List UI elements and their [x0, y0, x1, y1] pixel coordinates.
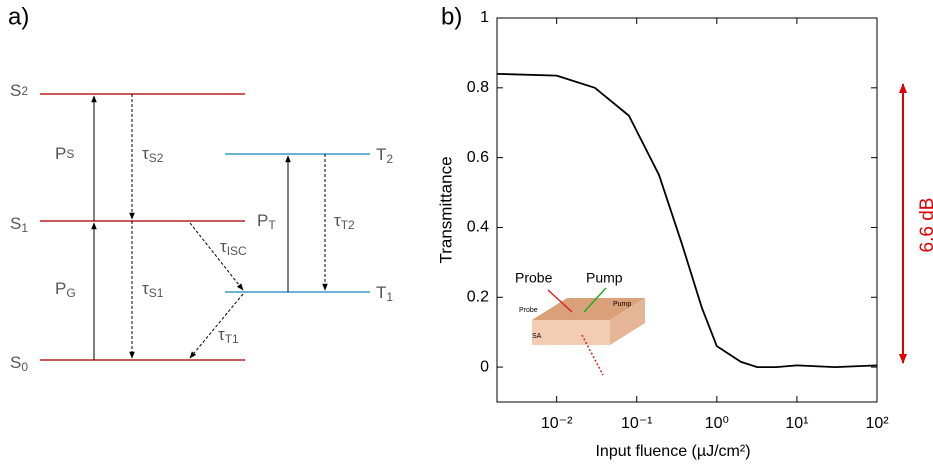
symbol: P: [55, 279, 66, 298]
sub: S: [66, 147, 74, 161]
level-label: S1: [10, 214, 28, 235]
sub: 2: [21, 84, 28, 98]
sub: 2: [386, 152, 393, 166]
inset-label: Pump: [586, 270, 623, 286]
inset-label: Probe: [519, 307, 538, 314]
sub: T2: [341, 218, 355, 232]
arrow: [189, 222, 244, 291]
symbol: τ: [142, 144, 149, 163]
inset-label: Probe: [515, 270, 553, 286]
transition-label: τS1: [142, 279, 164, 300]
plot-frame: [496, 17, 878, 403]
transition-label: τS2: [142, 144, 164, 165]
inset: Probe Pump Probe Pump SA: [515, 270, 645, 376]
sub: T: [268, 218, 276, 232]
panel-label: a): [8, 3, 29, 30]
symbol: T: [376, 145, 386, 164]
sub: S2: [149, 151, 164, 165]
sub: S1: [149, 286, 164, 300]
transition-label: τT2: [334, 211, 355, 232]
transition-label: PS: [55, 144, 74, 163]
sub: G: [66, 286, 75, 300]
plot: Probe Pump Probe Pump SA Input fluence (…: [436, 9, 933, 460]
pump-beam: [583, 287, 607, 313]
y-tick-label: 0.2: [467, 288, 489, 305]
x-tick-label: 10⁻²: [541, 415, 573, 432]
probe-beam: [547, 289, 573, 313]
transition-label: τISC: [220, 237, 247, 258]
energy-diagram: S2 S1 S0 T2 T1 PS PG τS2 τS1 τISC τT1 PT…: [10, 81, 393, 374]
transition-label: PG: [55, 279, 76, 300]
level-label: S0: [10, 353, 28, 374]
probe-beam: [581, 334, 604, 376]
sub: 1: [21, 221, 28, 235]
symbol: T: [376, 283, 386, 302]
x-tick-label: 10⁻¹: [621, 415, 653, 432]
sub: 0: [21, 360, 28, 374]
y-tick-label: 0: [480, 358, 489, 375]
x-tick-label: 10¹: [785, 415, 808, 432]
x-tick-label: 10⁰: [705, 415, 729, 432]
sub: ISC: [227, 244, 247, 258]
symbol: P: [55, 144, 66, 163]
symbol: τ: [142, 279, 149, 298]
data-line: [496, 72, 878, 368]
symbol: S: [10, 81, 21, 100]
sub: 1: [386, 290, 393, 304]
level-label: T2: [376, 145, 393, 166]
level-label: T1: [376, 283, 393, 304]
inset-label: SA: [532, 333, 542, 340]
symbol: τ: [218, 325, 225, 344]
arrow: [189, 293, 244, 359]
transition-label: PT: [257, 211, 276, 232]
level-label: S2: [10, 81, 28, 100]
slab-top: [532, 298, 645, 320]
y-tick-label: 0.6: [467, 149, 489, 166]
symbol: S: [10, 353, 21, 372]
x-tick-label: 10²: [865, 415, 889, 432]
symbol: P: [257, 211, 268, 230]
slab-side: [610, 298, 645, 345]
panel-label: b): [441, 3, 462, 30]
y-tick-label: 1: [480, 9, 489, 26]
y-tick-label: 0.8: [467, 79, 489, 96]
inset-label: Pump: [613, 301, 631, 308]
y-tick-label: 0.4: [467, 219, 489, 236]
symbol: τ: [220, 237, 227, 256]
symbol: τ: [334, 211, 341, 230]
slab-front: [532, 320, 610, 345]
y-axis-label: Transmittance: [436, 156, 455, 263]
transition-label: τT1: [218, 325, 239, 346]
x-axis-label: Input fluence (µJ/cm²): [595, 443, 750, 460]
annotation: 6.6 dB: [917, 198, 933, 253]
sub: T1: [225, 332, 239, 346]
symbol: S: [10, 214, 21, 233]
